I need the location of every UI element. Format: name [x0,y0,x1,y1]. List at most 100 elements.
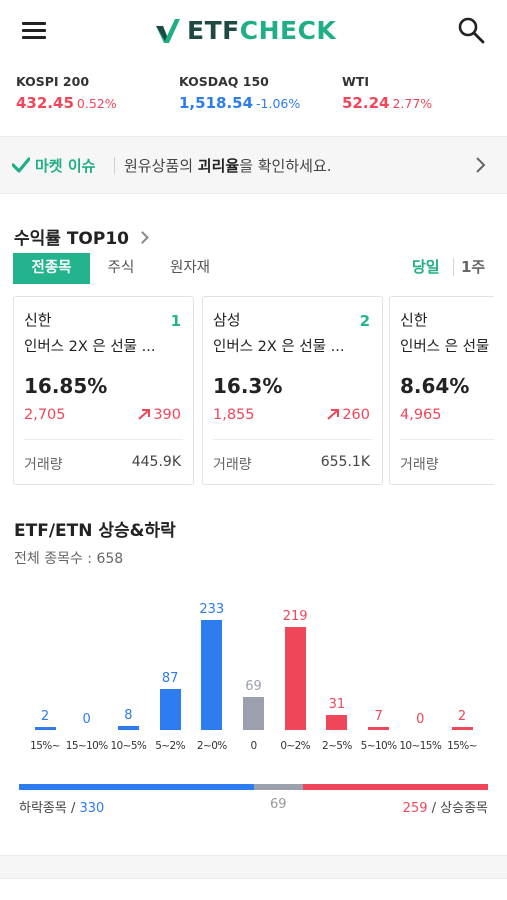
index-value: 52.24 [342,94,390,112]
section-divider [0,855,507,879]
updown-bar-chart: 2 15%~ 0 15~10% 8 10~5% 87 5~2% 233 2~0% 69 0 219 0~2… [0,590,507,760]
period-1week[interactable]: 1주 [461,258,486,276]
index-change: -1.06% [256,96,301,111]
card-change: 390 [137,407,181,423]
distribution-bar-rising [303,784,488,790]
card-volume: 445.9K [131,454,181,470]
chart-category-label: 10~5% [110,740,147,752]
market-issue-banner[interactable]: 마켓 이슈 원유상품의 괴리율을 확인하세요. [0,136,507,194]
chart-value-label: 87 [161,670,179,686]
index-name: KOSPI 200 [16,74,90,89]
distribution-bar-flat [254,784,304,790]
card-issuer: 신한 [24,311,52,329]
card-volume: 655.1K [320,454,370,470]
chart-bar [159,688,181,730]
divider [114,157,115,174]
index-change: 0.52% [76,96,117,111]
market-issue-title: 마켓 이슈 [35,157,96,175]
chart-value-label: 2 [457,709,467,724]
index-change: 2.77% [392,96,433,111]
index-value: 432.45 [16,94,74,112]
card-change: 260 [326,407,370,423]
etf-card[interactable]: 신한 1 인버스 2X 은 선물 ... 16.85% 2,705 390 거래… [13,296,194,485]
chart-value-label: 69 [245,679,262,695]
chevron-right-icon[interactable] [474,156,486,174]
volume-label: 거래량 [213,457,252,473]
divider [453,258,454,276]
chart-bar [201,620,223,730]
chart-value-label: 2 [40,709,50,724]
updown-title: ETF/ETN 상승&하락 [14,521,176,541]
card-name: 인버스 은 선물 [400,339,490,355]
chart-value-label: 0 [82,712,91,727]
card-price: 1,855 [213,407,255,423]
chart-bar [368,726,390,730]
index-kosdaq150[interactable]: KOSDAQ 150 1,518.54 -1.06% [179,74,300,112]
total-count-text: 전체 종목수 : 658 [14,551,124,567]
index-value: 1,518.54 [179,94,254,112]
divider [213,439,372,440]
chart-category-label: 10~15% [399,740,442,752]
card-issuer: 신한 [400,311,428,329]
etf-card[interactable]: 삼성 2 인버스 2X 은 선물 ... 16.3% 1,855 260 거래량… [202,296,383,485]
card-price: 4,965 [400,407,442,423]
chart-value-label: 233 [199,602,225,617]
chart-value-label: 0 [416,712,425,727]
divider [24,439,183,440]
top10-card-list[interactable]: 신한 1 인버스 2X 은 선물 ... 16.85% 2,705 390 거래… [13,296,494,486]
card-rank: 2 [359,312,370,330]
chart-category-label: 5~2% [155,740,185,752]
card-return: 16.85% [24,374,108,398]
chart-category-label: 0~2% [280,740,311,752]
card-issuer: 삼성 [213,311,241,329]
arrow-up-right-icon [138,409,151,420]
chart-bar [326,715,348,730]
divider [400,439,494,440]
chart-category-label: 2~5% [322,740,352,752]
card-rank: 1 [170,312,181,330]
tab-stocks[interactable]: 주식 [107,260,135,276]
distribution-bar-falling [19,784,255,790]
menu-icon[interactable] [22,20,48,40]
tab-all[interactable]: 전종목 [13,253,90,284]
card-name: 인버스 2X 은 선물 ... [213,339,345,355]
period-today[interactable]: 당일 [412,258,440,276]
chart-value-label: 31 [328,697,346,713]
chart-category-label: 2~0% [196,740,227,752]
app-header: ETF CHECK [0,0,507,62]
chart-category-label: 15%~ [447,740,477,752]
tab-commodities[interactable]: 원자재 [169,260,211,276]
chart-category-label: 5~10% [360,740,397,752]
chart-value-label: 7 [374,708,383,724]
top10-title[interactable]: 수익률 TOP10 [14,224,149,249]
chart-value-label: 8 [124,708,133,724]
chart-bar [117,726,139,730]
chart-bar [243,697,264,730]
market-issue-text: 원유상품의 괴리율을 확인하세요. [124,157,332,175]
card-price: 2,705 [24,407,66,423]
card-name: 인버스 2X 은 선물 ... [24,339,156,355]
card-return: 16.3% [213,374,283,398]
volume-label: 거래량 [24,457,63,473]
search-icon[interactable] [456,15,486,45]
logo-etf-text: ETF [187,15,240,45]
falling-summary: 하락종목 / 330 [19,801,105,816]
index-kospi200[interactable]: KOSPI 200 432.45 0.52% [16,74,117,112]
rising-summary: 259 / 상승종목 [402,801,488,816]
chart-bar [451,727,473,730]
index-wti[interactable]: WTI 52.24 2.77% [342,74,432,112]
chart-value-label: 219 [282,608,308,624]
arrow-up-right-icon [327,409,340,420]
market-indices: KOSPI 200 432.45 0.52% KOSDAQ 150 1,518.5… [0,74,507,120]
chart-category-label: 15~10% [65,740,109,752]
etfcheck-logo[interactable]: ETF CHECK [155,14,336,46]
logo-check-text: CHECK [239,15,337,45]
chevron-right-icon [136,231,149,244]
card-return: 8.64% [400,374,470,398]
checkmark-icon [12,157,30,173]
chart-category-label: 15%~ [30,740,60,752]
index-name: KOSDAQ 150 [179,74,269,89]
chart-bar [284,626,306,730]
volume-label: 거래량 [400,457,439,473]
etf-card[interactable]: 신한 인버스 은 선물 8.64% 4,965 거래량 [389,296,494,485]
